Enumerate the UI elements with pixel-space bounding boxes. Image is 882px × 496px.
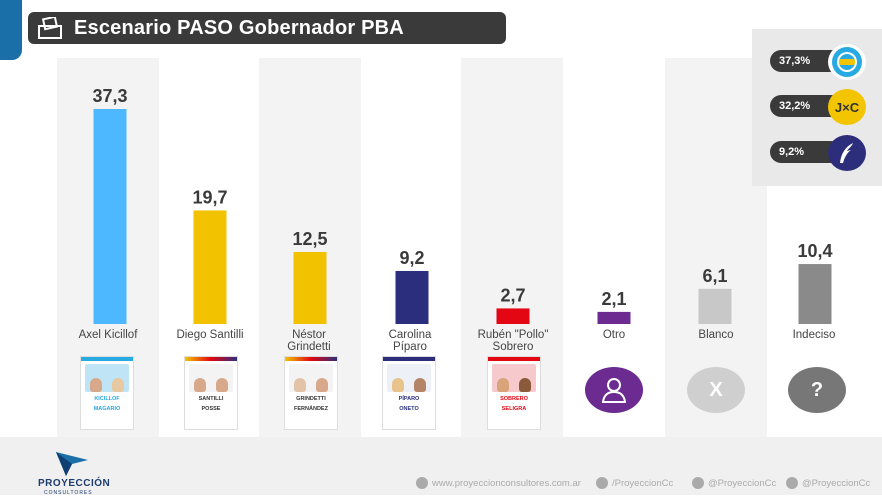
- card-name: SOBRERO: [500, 396, 528, 402]
- twitter-icon: [692, 477, 704, 489]
- card-name: PÍPARO: [398, 396, 420, 402]
- footer-brand: PROYECCIÓN: [38, 478, 111, 489]
- card-name: KICILLOF: [94, 396, 120, 402]
- card-name: MAGARIO: [93, 406, 121, 412]
- card-name: SELIGRA: [501, 406, 527, 412]
- category-label: Rubén "Pollo": [477, 329, 549, 341]
- side-tab: [0, 0, 22, 60]
- jxc-logo-icon: J×C: [828, 89, 866, 125]
- candidate-label-otro: Otro: [562, 329, 666, 341]
- card-name: GRINDETTI: [296, 396, 326, 402]
- card-photo: [289, 364, 333, 392]
- proyeccion-logo-icon: [56, 452, 88, 476]
- footer-facebook[interactable]: /ProyeccionCc: [596, 477, 673, 489]
- card-band: [488, 357, 540, 361]
- card-band: [285, 357, 337, 361]
- category-label: Píparo: [393, 341, 427, 353]
- card-photo: [85, 364, 129, 392]
- candidate-label-blanco: Blanco: [664, 329, 768, 341]
- category-label: Diego Santilli: [176, 329, 244, 341]
- card-name: ONETO: [399, 406, 419, 412]
- website-text: www.proyeccionconsultores.com.ar: [432, 477, 581, 489]
- bar-value-label: 9,2: [399, 248, 424, 268]
- instagram-icon: [786, 477, 798, 489]
- legend-value: 9,2%: [770, 141, 842, 163]
- sun-logo-icon: [828, 44, 866, 80]
- candidate-label-santilli: Diego Santilli: [158, 329, 262, 341]
- bar-value-label: 19,7: [192, 187, 227, 207]
- candidate-label-sobrero: Rubén "Pollo" Sobrero: [461, 329, 565, 353]
- person-icon: [585, 367, 643, 413]
- card-photo: [189, 364, 233, 392]
- candidate-label-piparo: Carolina Píparo: [358, 329, 462, 353]
- grindetti-ballot-icon: GRINDETTI FERNÁNDEZ: [284, 356, 338, 430]
- footer: [0, 437, 882, 495]
- kicillof-ballot-icon: KICILLOF MAGARIO: [80, 356, 134, 430]
- x-icon: X: [687, 367, 745, 413]
- bar-value-label: 2,1: [601, 289, 626, 309]
- candidate-label-indeciso: Indeciso: [762, 329, 866, 341]
- page-title: Escenario PASO Gobernador PBA: [74, 16, 404, 39]
- category-label: Otro: [602, 329, 626, 341]
- bar-7: [798, 264, 832, 324]
- legend-value: 37,3%: [770, 50, 842, 72]
- category-label: Indeciso: [792, 329, 836, 341]
- facebook-icon: [596, 477, 608, 489]
- bar-1: [193, 210, 227, 324]
- twitter-text: @ProyeccionCc: [708, 477, 777, 489]
- category-label: Carolina: [388, 329, 432, 341]
- piparo-ballot-icon: PÍPARO ONETO: [382, 356, 436, 430]
- candidate-label-kicillof: Axel Kicillof: [56, 329, 160, 341]
- feather-logo-icon: [828, 135, 866, 171]
- category-label: Blanco: [698, 329, 734, 341]
- facebook-text: /ProyeccionCc: [612, 477, 674, 489]
- legend-value: 32,2%: [770, 95, 842, 117]
- bar-5: [597, 311, 631, 324]
- jxc-logo-text: J×C: [834, 99, 860, 115]
- card-name: POSSE: [201, 406, 221, 412]
- bar-3: [395, 270, 429, 324]
- card-band: [185, 357, 237, 361]
- card-photo: [387, 364, 431, 392]
- category-label: Sobrero: [492, 341, 534, 353]
- category-label: Néstor: [292, 329, 326, 341]
- x-glyph: X: [709, 378, 723, 401]
- question-glyph: ?: [810, 378, 824, 401]
- instagram-text: @ProyeccionCc: [802, 477, 871, 489]
- title-banner: Escenario PASO Gobernador PBA: [28, 12, 506, 44]
- footer-brand-sub: CONSULTORES: [44, 490, 93, 496]
- question-icon: ?: [788, 367, 846, 413]
- footer-twitter[interactable]: @ProyeccionCc: [692, 477, 776, 489]
- category-label: Axel Kicillof: [78, 329, 138, 341]
- ballot-box-icon: [38, 17, 62, 39]
- footer-website[interactable]: www.proyeccionconsultores.com.ar: [416, 477, 581, 489]
- card-band: [383, 357, 435, 361]
- bar-value-label: 10,4: [797, 241, 832, 261]
- sobrero-ballot-icon: SOBRERO SELIGRA: [487, 356, 541, 430]
- card-name: SANTILLI: [198, 396, 224, 402]
- footer-instagram[interactable]: @ProyeccionCc: [786, 477, 870, 489]
- candidate-label-grindetti: Néstor Grindetti: [257, 329, 361, 353]
- santilli-ballot-icon: SANTILLI POSSE: [184, 356, 238, 430]
- card-photo: [492, 364, 536, 392]
- card-band: [81, 357, 133, 361]
- card-name: FERNÁNDEZ: [294, 406, 328, 412]
- category-label: Grindetti: [287, 341, 331, 353]
- globe-icon: [416, 477, 428, 489]
